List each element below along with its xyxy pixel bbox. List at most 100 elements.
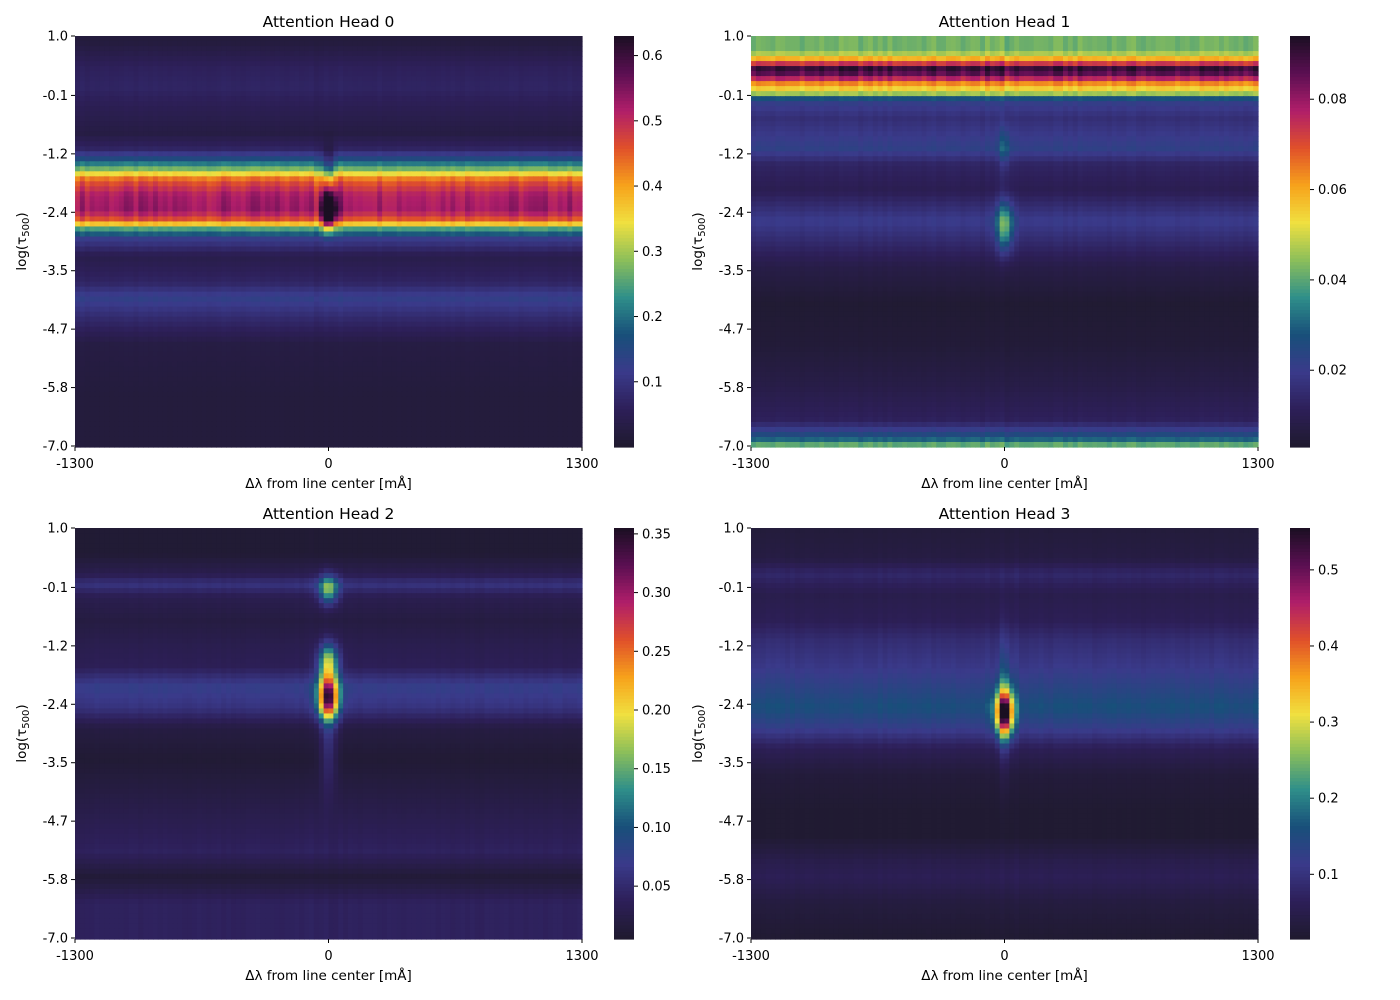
- heatmap-cell: [397, 61, 402, 67]
- heatmap-cell: [280, 71, 285, 77]
- heatmap-cell: [563, 61, 568, 67]
- heatmap-cell: [309, 61, 314, 67]
- heatmap-cell: [372, 41, 377, 47]
- heatmap-cell: [148, 86, 153, 92]
- heatmap-cell: [314, 56, 319, 62]
- heatmap-cell: [202, 81, 207, 87]
- heatmap-cell: [275, 66, 280, 72]
- heatmap-cell: [348, 51, 353, 57]
- heatmap-cell: [255, 66, 260, 72]
- heatmap-cell: [431, 66, 436, 72]
- heatmap-cell: [470, 61, 475, 67]
- heatmap-cell: [109, 36, 114, 42]
- heatmap-cell: [563, 51, 568, 57]
- heatmap-cell: [246, 86, 251, 92]
- heatmap-cell: [407, 51, 412, 57]
- heatmap-cell: [329, 46, 334, 52]
- heatmap-cell: [411, 36, 416, 42]
- heatmap-cell: [353, 36, 358, 42]
- heatmap-cell: [480, 46, 485, 52]
- heatmap-cell: [402, 71, 407, 77]
- heatmap-cell: [407, 76, 412, 82]
- heatmap-cell: [504, 46, 509, 52]
- heatmap-cell: [558, 66, 563, 72]
- heatmap-cell: [450, 66, 455, 72]
- heatmap-cell: [275, 81, 280, 87]
- heatmap-cell: [548, 41, 553, 47]
- heatmap-cell: [80, 61, 85, 67]
- heatmap-cell: [299, 71, 304, 77]
- heatmap-cell: [499, 76, 504, 82]
- heatmap-cell: [231, 76, 236, 82]
- heatmap-cell: [246, 66, 251, 72]
- heatmap-cell: [363, 66, 368, 72]
- heatmap-cell: [475, 56, 480, 62]
- heatmap-cell: [524, 56, 529, 62]
- heatmap-cell: [187, 81, 192, 87]
- heatmap-cell: [129, 41, 134, 47]
- heatmap-cell: [524, 71, 529, 77]
- heatmap-cell: [548, 61, 553, 67]
- heatmap-cell: [450, 51, 455, 57]
- heatmap-cell: [241, 66, 246, 72]
- heatmap-cell: [504, 36, 509, 42]
- heatmap-cell: [85, 56, 90, 62]
- heatmap-cell: [436, 66, 441, 72]
- heatmap-cell: [319, 56, 324, 62]
- heatmap-cell: [236, 66, 241, 72]
- heatmap-cell: [270, 46, 275, 52]
- heatmap-cell: [514, 46, 519, 52]
- heatmap-cell: [299, 86, 304, 92]
- heatmap-cell: [499, 41, 504, 47]
- heatmap-cell: [119, 66, 124, 72]
- heatmap-cell: [338, 61, 343, 67]
- heatmap-cell: [324, 46, 329, 52]
- heatmap-cell: [402, 66, 407, 72]
- heatmap-cell: [216, 56, 221, 62]
- heatmap-cell: [207, 46, 212, 52]
- heatmap-cell: [382, 66, 387, 72]
- heatmap-cell: [168, 51, 173, 57]
- heatmap-cell: [294, 46, 299, 52]
- heatmap-cell: [241, 36, 246, 42]
- heatmap-cell: [387, 41, 392, 47]
- heatmap-cell: [143, 71, 148, 77]
- heatmap-cell: [450, 41, 455, 47]
- heatmap-cell: [460, 51, 465, 57]
- heatmap-cell: [314, 71, 319, 77]
- heatmap-cell: [251, 41, 256, 47]
- heatmap-cell: [509, 51, 514, 57]
- heatmap-cell: [168, 56, 173, 62]
- heatmap-cell: [85, 46, 90, 52]
- heatmap-cell: [436, 61, 441, 67]
- heatmap-cell: [231, 81, 236, 87]
- heatmap-cell: [168, 66, 173, 72]
- heatmap-cell: [382, 41, 387, 47]
- heatmap-cell: [124, 81, 129, 87]
- heatmap-cell: [275, 41, 280, 47]
- heatmap-cell: [265, 76, 270, 82]
- heatmap-cell: [524, 81, 529, 87]
- heatmap-cell: [543, 61, 548, 67]
- heatmap-cell: [173, 36, 178, 42]
- heatmap-cell: [407, 56, 412, 62]
- heatmap-cell: [231, 61, 236, 67]
- heatmap-cell: [519, 71, 524, 77]
- heatmap-cell: [548, 46, 553, 52]
- heatmap-cell: [85, 81, 90, 87]
- heatmap-cell: [475, 51, 480, 57]
- heatmap-cell: [280, 56, 285, 62]
- heatmap-cell: [255, 76, 260, 82]
- heatmap-cell: [514, 36, 519, 42]
- heatmap-cell: [212, 66, 217, 72]
- heatmap-cell: [436, 51, 441, 57]
- heatmap-cell: [177, 76, 182, 82]
- heatmap-cell: [143, 46, 148, 52]
- heatmap-cell: [533, 76, 538, 82]
- heatmap-cell: [528, 81, 533, 87]
- heatmap-cell: [304, 51, 309, 57]
- heatmap-cell: [514, 41, 519, 47]
- heatmap-cell: [416, 66, 421, 72]
- heatmap-cell: [333, 36, 338, 42]
- heatmap-cell: [158, 71, 163, 77]
